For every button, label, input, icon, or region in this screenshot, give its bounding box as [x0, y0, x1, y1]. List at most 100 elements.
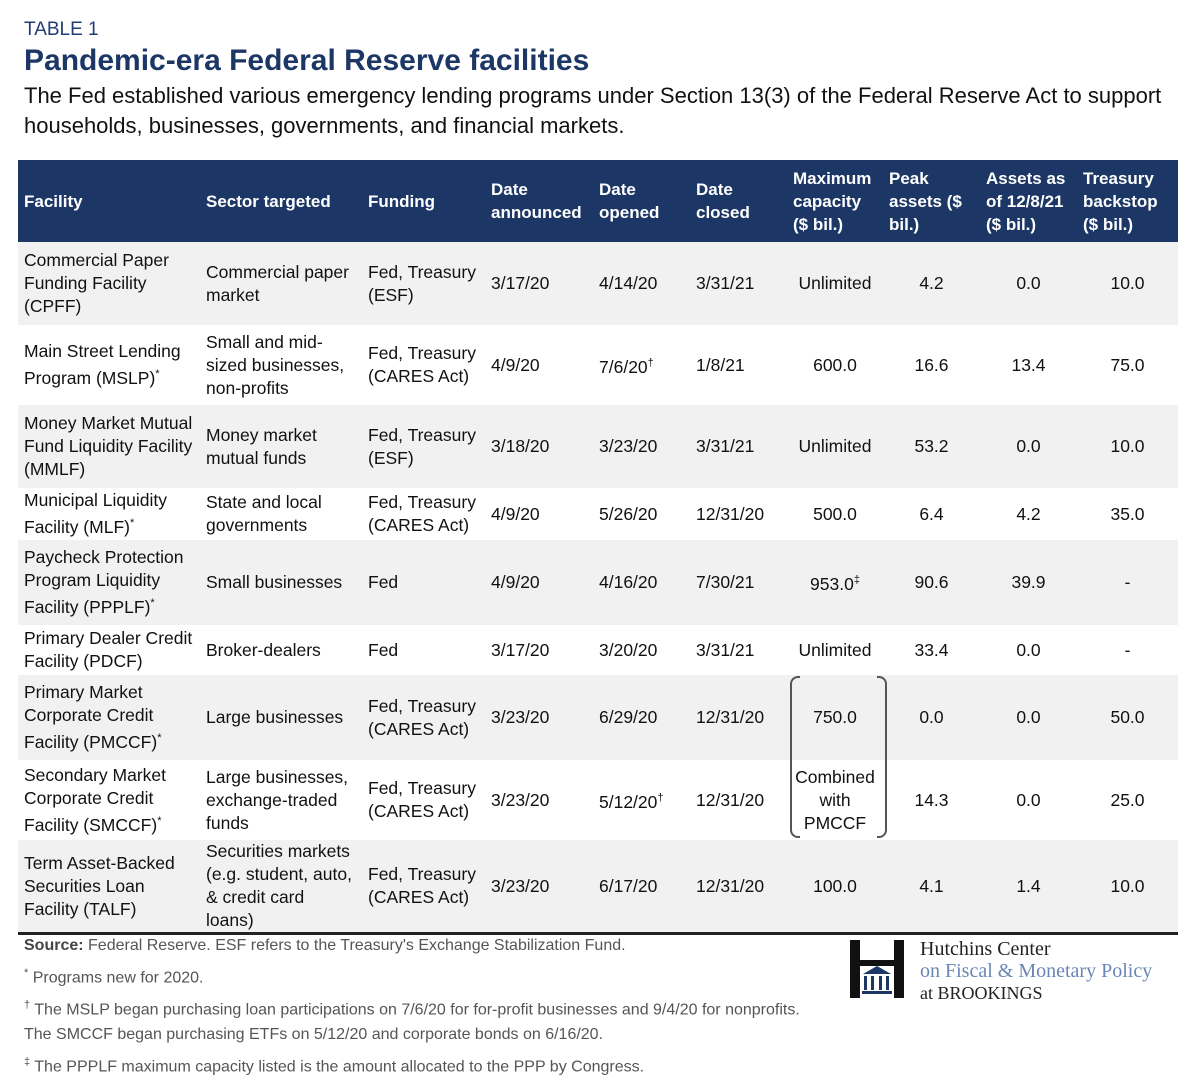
table-cell: Paycheck Protection Program Liquidity Fa… — [18, 540, 200, 625]
table-cell: Large businesses — [200, 675, 362, 760]
table-cell: Securities markets (e.g. student, auto, … — [200, 840, 362, 934]
table-cell: 10.0 — [1077, 242, 1178, 325]
bracket — [877, 676, 887, 838]
table-cell: Main Street Lending Program (MSLP)* — [18, 325, 200, 405]
footnote-text: The PPPLF maximum capacity listed is the… — [34, 1057, 645, 1075]
table-cell: 0.0 — [980, 242, 1077, 325]
table-cell: 14.3 — [914, 789, 949, 810]
column-header: Treasury backstop ($ bil.) — [1077, 160, 1178, 242]
table-cell: Money Market Mutual Fund Liquidity Facil… — [18, 405, 200, 488]
table-body: Commercial Paper Funding Facility (CPFF)… — [18, 242, 1178, 934]
table-cell: 39.9 — [980, 540, 1077, 625]
footnote-marker: * — [24, 967, 29, 979]
table-cell: 3/31/21 — [690, 242, 787, 325]
footnote-marker: ‡ — [24, 1055, 31, 1068]
table-cell: 100.0 — [787, 840, 883, 934]
bracket — [790, 676, 800, 838]
footnote-marker: † — [657, 791, 664, 804]
table-cell: 4/16/20 — [593, 540, 690, 625]
table-cell: Term Asset-Backed Securities Loan Facili… — [18, 840, 200, 934]
table-cell: 33.4 — [914, 639, 949, 660]
table-cell: 10.0 — [1077, 840, 1178, 934]
column-header: Peak assets ($ bil.) — [883, 160, 980, 242]
logo-line: at BROOKINGS — [920, 983, 1043, 1003]
table-row: Paycheck Protection Program Liquidity Fa… — [18, 540, 1178, 625]
table-cell: 12/31/20 — [690, 840, 787, 934]
table-cell: Secondary Market Corporate Credit Facili… — [18, 760, 200, 840]
table-cell: 7/30/21 — [690, 540, 787, 625]
footnote-marker: * — [157, 814, 162, 827]
table-cell: Unlimited — [787, 242, 883, 325]
column-header: Sector targeted — [200, 160, 362, 242]
footnote-marker: † — [647, 356, 654, 369]
table-cell: 10.0 — [1077, 405, 1178, 488]
column-header: Maximum capacity ($ bil.) — [787, 160, 883, 242]
cell-text: 5/12/20 — [599, 791, 658, 812]
column-header: Facility — [18, 160, 200, 242]
table-cell: Unlimited — [787, 405, 883, 488]
table-cell: 1.4 — [980, 840, 1077, 934]
footnote: † The MSLP began purchasing loan partici… — [24, 993, 814, 1046]
table-cell: 35.0 — [1110, 503, 1145, 524]
table-cell: 3/31/21 — [690, 405, 787, 488]
table-cell: Commercial Paper Funding Facility (CPFF) — [18, 242, 200, 325]
table-cell: 0.0 — [1016, 639, 1041, 660]
table-cell: 4.2 — [1016, 503, 1041, 524]
table-cell: 75.0 — [1110, 354, 1145, 375]
header-row: Facility Sector targeted Funding Date annou… — [18, 160, 1178, 242]
source-note: Source: Federal Reserve. ESF refers to t… — [24, 934, 814, 958]
cell-text: 7/6/20 — [599, 356, 648, 377]
table-cell: 7/6/20† — [593, 325, 690, 405]
table-cell: 3/23/20 — [485, 675, 593, 760]
table-cell: 53.2 — [883, 405, 980, 488]
table-cell: 0.0 — [1016, 789, 1041, 810]
footnote-marker: * — [157, 732, 162, 745]
table-cell: Small and mid-sized businesses, non-prof… — [206, 331, 345, 398]
logo-line: on Fiscal & Monetary Policy — [920, 960, 1153, 982]
table-cell: 0.0 — [980, 675, 1077, 760]
table-cell: 4/9/20 — [491, 503, 540, 524]
table-cell: 90.6 — [883, 540, 980, 625]
table-cell: Municipal Liquidity Facility (MLF)* — [18, 488, 200, 540]
table-cell: 3/31/21 — [696, 639, 755, 660]
table-row: Term Asset-Backed Securities Loan Facili… — [18, 840, 1178, 934]
table-cell: 16.6 — [914, 354, 949, 375]
table-row: Secondary Market Corporate Credit Facili… — [18, 760, 1178, 840]
table-cell: 3/23/20 — [485, 840, 593, 934]
table-cell: 4/9/20 — [485, 540, 593, 625]
table-cell: 6/29/20 — [593, 675, 690, 760]
table-cell: Fed, Treasury (ESF) — [362, 405, 485, 488]
table-cell: 3/23/20 — [491, 789, 550, 810]
table-cell: Small businesses — [200, 540, 362, 625]
footnote: ‡ The PPPLF maximum capacity listed is t… — [24, 1050, 814, 1079]
table-cell: - — [1077, 540, 1178, 625]
table-cell: Combined with PMCCF — [795, 766, 875, 833]
table-cell: Fed, Treasury (CARES Act) — [362, 675, 485, 760]
table-cell: Fed — [362, 540, 485, 625]
table-cell: 6.4 — [919, 503, 944, 524]
source-text: Federal Reserve. ESF refers to the Treas… — [88, 937, 626, 954]
column-header: Funding — [362, 160, 485, 242]
table-cell: Fed — [368, 639, 399, 660]
table-cell: Fed, Treasury (CARES Act) — [368, 778, 476, 821]
table-cell: Broker-dealers — [206, 639, 321, 660]
cell-text: Main Street Lending Program (MSLP) — [24, 341, 181, 388]
table-cell: 13.4 — [1011, 354, 1046, 375]
facilities-table: Facility Sector targeted Funding Date annou… — [18, 160, 1178, 935]
cell-text: 953.0 — [810, 573, 854, 594]
footnote-marker: * — [155, 368, 160, 381]
table-cell: 4.1 — [883, 840, 980, 934]
footnote-marker: ‡ — [853, 574, 860, 587]
table-row: Commercial Paper Funding Facility (CPFF)… — [18, 242, 1178, 325]
table-cell: Fed, Treasury (CARES Act) — [368, 492, 476, 535]
table-cell: State and local governments — [206, 492, 322, 535]
cell-text: Secondary Market Corporate Credit Facili… — [24, 764, 167, 835]
table-cell: 953.0‡ — [787, 540, 883, 625]
column-header: Date opened — [593, 160, 690, 242]
table-cell: 3/17/20 — [485, 242, 593, 325]
table-cell: 600.0 — [813, 354, 857, 375]
table-cell: Money market mutual funds — [200, 405, 362, 488]
table-cell: 3/23/20 — [593, 405, 690, 488]
footnote-text: The MSLP began purchasing loan participa… — [24, 1001, 800, 1043]
